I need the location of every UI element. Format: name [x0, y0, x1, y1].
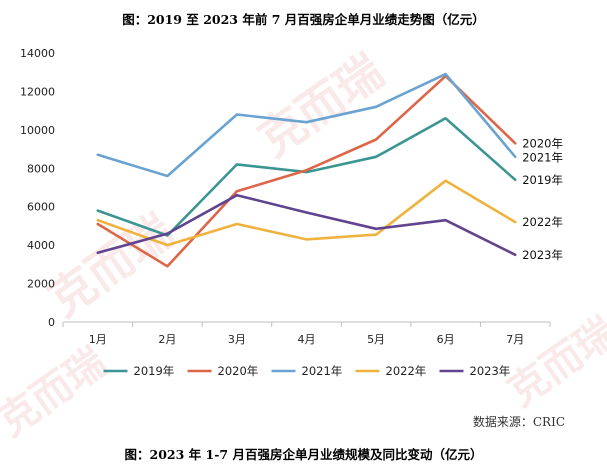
- x-tick-label: 5月: [367, 333, 385, 346]
- chart-title: 图：2019 至 2023 年前 7 月百强房企单月业绩走势图（亿元）: [122, 12, 485, 27]
- legend: 2019年 2020年 2021年 2022年 2023年: [103, 364, 511, 378]
- y-tick-label: 6000: [27, 201, 55, 214]
- legend-label: 2022年: [386, 364, 427, 378]
- y-tick-label: 0: [48, 316, 55, 329]
- series-line-2021年: [96, 72, 517, 178]
- y-tick-label: 4000: [27, 239, 55, 252]
- y-tick-label: 2000: [27, 278, 55, 291]
- series-end-label: 2020年: [522, 136, 563, 150]
- series-line-2020年: [96, 74, 517, 268]
- line-chart: 0 2000 4000 6000 8000 10000 12000 14000 1月 2月 3月 4月…: [20, 47, 563, 378]
- y-tick-label: 14000: [20, 47, 55, 60]
- y-tick-label: 12000: [20, 85, 55, 98]
- x-tick-label: 3月: [228, 333, 246, 346]
- y-tick-label: 8000: [27, 162, 55, 175]
- x-tick-label: 1月: [89, 333, 107, 346]
- y-tick-label: 10000: [20, 124, 55, 137]
- series-line-2019年: [96, 117, 517, 237]
- series-end-label: 2019年: [522, 173, 563, 187]
- series-lines: [96, 72, 517, 268]
- legend-label: 2020年: [218, 364, 259, 378]
- data-source: 数据来源：CRIC: [472, 415, 565, 429]
- series-end-label: 2022年: [522, 215, 563, 229]
- legend-label: 2023年: [470, 364, 511, 378]
- x-tick-label: 4月: [298, 333, 316, 346]
- series-end-label: 2021年: [522, 150, 563, 164]
- x-tick-label: 6月: [437, 333, 455, 346]
- next-figure-caption: 图：2023 年 1-7 月百强房企单月业绩规模及同比变动（亿元）: [124, 447, 483, 462]
- series-line-2022年: [96, 179, 517, 247]
- legend-label: 2019年: [134, 364, 175, 378]
- legend-label: 2021年: [302, 364, 343, 378]
- series-end-label: 2023年: [522, 248, 563, 262]
- series-line-2023年: [96, 193, 517, 257]
- x-tick-label: 2月: [158, 333, 176, 346]
- x-tick-label: 7月: [506, 333, 524, 346]
- axes: 0 2000 4000 6000 8000 10000 12000 14000 1月 2月 3月 4月…: [20, 47, 551, 346]
